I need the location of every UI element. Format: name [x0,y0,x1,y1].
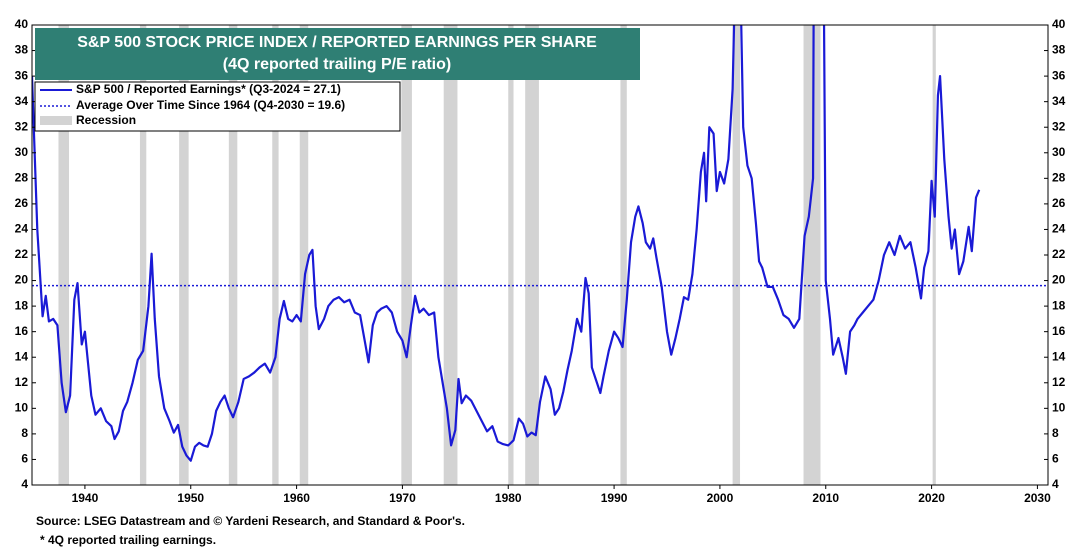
legend-label: S&P 500 / Reported Earnings* (Q3-2024 = … [76,82,341,96]
chart-subtitle: (4Q reported trailing P/E ratio) [223,56,451,73]
y-tick-label: 14 [15,349,29,363]
y2-tick-label: 32 [1052,119,1066,133]
y-tick-label: 8 [21,426,28,440]
y2-tick-label: 24 [1052,222,1066,236]
x-tick-label: 2020 [918,491,945,505]
recession-band [272,25,279,485]
recession-band [620,25,627,485]
y-tick-label: 40 [15,17,29,31]
y2-tick-label: 14 [1052,349,1066,363]
y-tick-label: 22 [15,247,29,261]
recession-band [443,25,458,485]
recession-band [299,25,309,485]
x-tick-label: 1960 [283,491,310,505]
y2-tick-label: 4 [1052,477,1059,491]
title-box [35,28,640,80]
x-tick-label: 2030 [1024,491,1051,505]
y-tick-label: 16 [15,324,29,338]
recession-band [932,25,936,485]
legend-label: Average Over Time Since 1964 (Q4-2030 = … [76,98,345,112]
y-tick-label: 10 [15,401,29,415]
source-note: Source: LSEG Datastream and © Yardeni Re… [36,514,465,528]
y2-tick-label: 34 [1052,94,1066,108]
x-tick-label: 1950 [177,491,204,505]
recession-band [401,25,412,485]
y-tick-label: 30 [15,145,29,159]
y-tick-label: 20 [15,273,29,287]
recession-band [803,25,821,485]
y-tick-label: 26 [15,196,29,210]
y-tick-label: 18 [15,298,29,312]
x-tick-label: 1940 [72,491,99,505]
recession-band [525,25,539,485]
x-tick-label: 1990 [601,491,628,505]
y2-tick-label: 6 [1052,452,1059,466]
y-tick-label: 24 [15,222,29,236]
chart-title: S&P 500 STOCK PRICE INDEX / REPORTED EAR… [77,34,597,51]
recession-band [179,25,189,485]
series-line [32,25,981,462]
y-tick-label: 36 [15,68,29,82]
y2-tick-label: 22 [1052,247,1066,261]
x-tick-label: 2010 [812,491,839,505]
y-tick-label: 6 [21,452,28,466]
legend-swatch [40,116,72,125]
recession-band [228,25,238,485]
x-tick-label: 2000 [707,491,734,505]
x-tick-label: 1980 [495,491,522,505]
y2-tick-label: 40 [1052,17,1066,31]
y2-tick-label: 38 [1052,43,1066,57]
y-tick-label: 38 [15,43,29,57]
y2-tick-label: 28 [1052,171,1066,185]
recession-band [508,25,514,485]
recession-bands [58,25,936,485]
recession-band [139,25,147,485]
legend-box [34,81,401,132]
footnote: * 4Q reported trailing earnings. [40,533,216,547]
y2-tick-label: 12 [1052,375,1066,389]
y-tick-label: 34 [15,94,29,108]
y2-tick-label: 16 [1052,324,1066,338]
recession-band [58,25,70,485]
y-tick-label: 28 [15,171,29,185]
y2-tick-label: 20 [1052,273,1066,287]
y2-tick-label: 30 [1052,145,1066,159]
y2-tick-label: 36 [1052,68,1066,82]
x-tick-label: 1970 [389,491,416,505]
y-tick-label: 4 [21,477,28,491]
y2-tick-label: 18 [1052,298,1066,312]
recession-band [732,25,741,485]
y2-tick-label: 10 [1052,401,1066,415]
plot-lines [32,25,1048,462]
y2-tick-label: 8 [1052,426,1059,440]
y-tick-label: 32 [15,119,29,133]
y2-tick-label: 26 [1052,196,1066,210]
y-tick-label: 12 [15,375,29,389]
legend-label: Recession [76,113,136,127]
